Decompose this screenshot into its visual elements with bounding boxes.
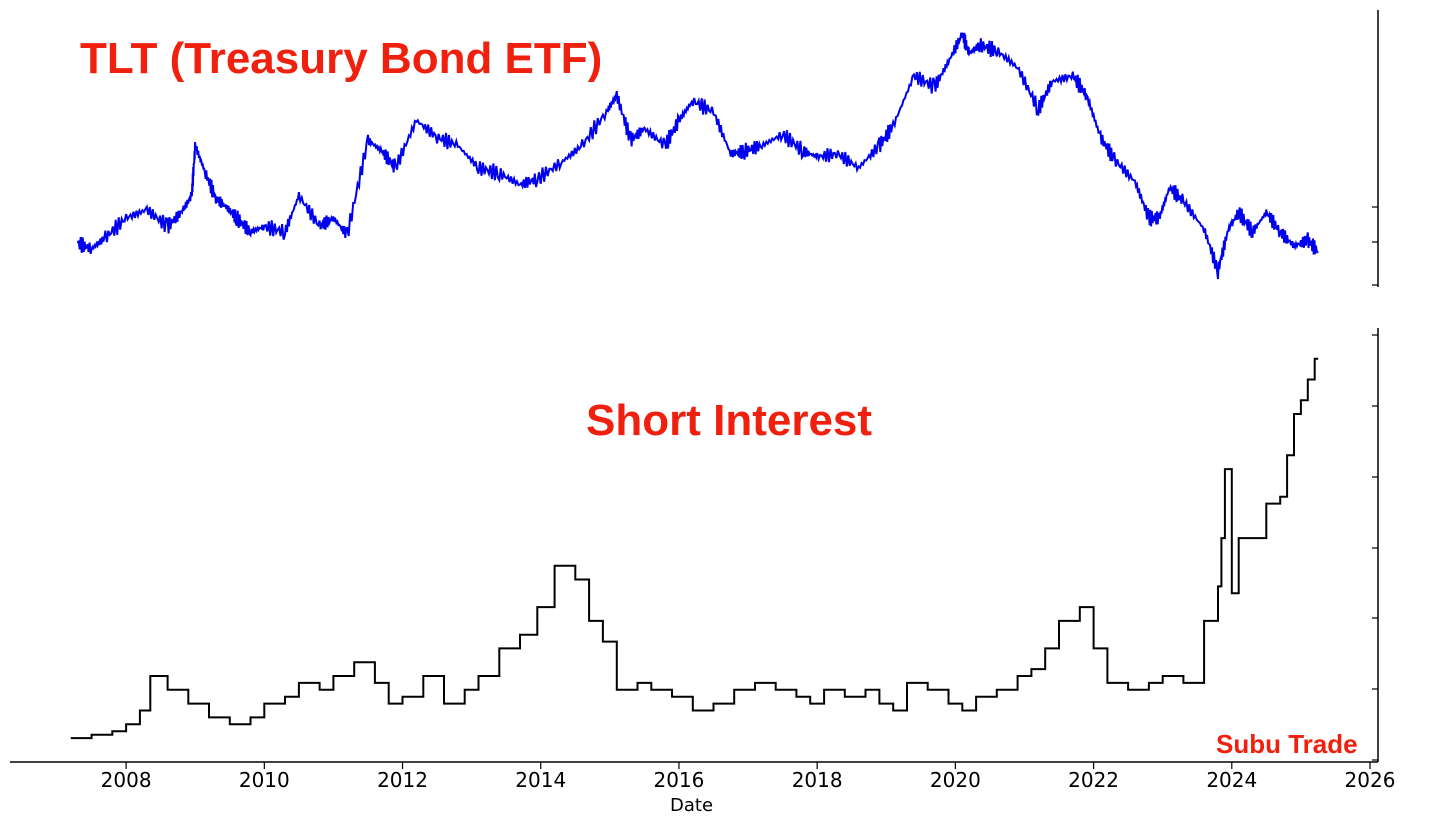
x-tick-label: 2014 [515,768,566,792]
x-tick-label: 2016 [653,768,704,792]
x-tick-label: 2024 [1206,768,1257,792]
watermark-label: Subu Trade [1216,729,1358,759]
x-tick-label: 2026 [1345,768,1396,792]
bottom-panel: 2008 2010 2012 2014 2016 2018 2020 2022 2024 2026 [10,328,1395,792]
x-tick-label: 2020 [930,768,981,792]
x-tick-label: 2010 [239,768,290,792]
short-interest-title: Short Interest [586,396,873,445]
short-interest-line [70,357,1319,740]
tlt-price-line [76,32,1319,280]
x-tick-label: 2018 [792,768,843,792]
tlt-chart-title: TLT (Treasury Bond ETF) [80,34,603,83]
x-tick-label: 2008 [101,768,152,792]
x-axis-ticks: 2008 2010 2012 2014 2016 2018 2020 2022 2024 2026 [101,762,1396,792]
x-tick-label: 2012 [377,768,428,792]
x-tick-label: 2022 [1068,768,1119,792]
x-axis-label: Date [670,795,714,816]
top-panel [76,10,1379,287]
